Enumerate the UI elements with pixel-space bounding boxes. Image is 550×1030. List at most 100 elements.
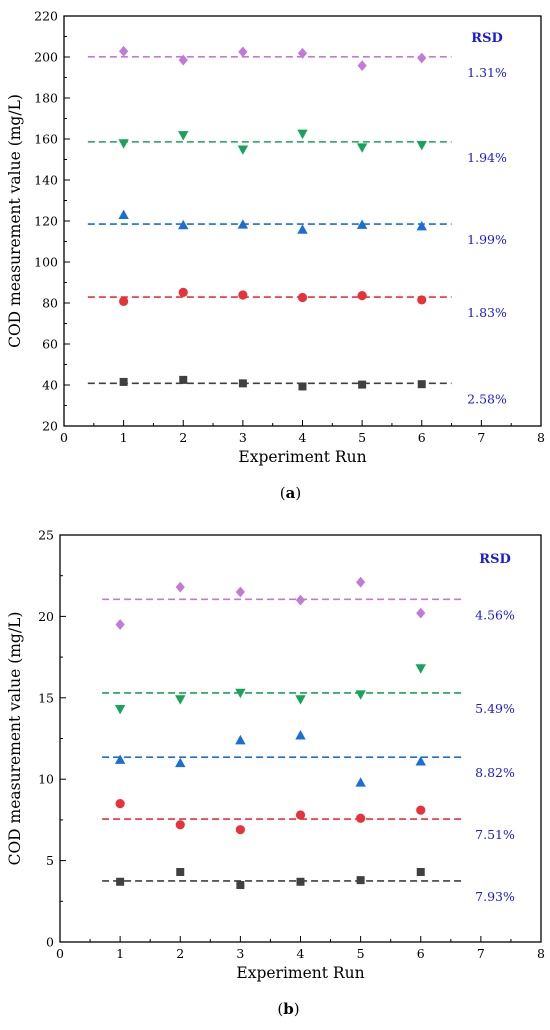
x-tick-label: 1 bbox=[116, 946, 124, 961]
data-point-square bbox=[236, 881, 245, 890]
data-point-square bbox=[179, 375, 188, 384]
series-diamond: 4.56% bbox=[102, 576, 515, 630]
data-point-triangle-down bbox=[178, 131, 189, 141]
data-point-triangle-down bbox=[235, 688, 246, 699]
data-point-square bbox=[176, 867, 185, 876]
x-tick-label: 6 bbox=[418, 430, 426, 445]
data-point-diamond bbox=[178, 54, 188, 66]
data-point-square bbox=[116, 877, 125, 886]
data-point-triangle-up bbox=[415, 756, 426, 766]
data-point-diamond bbox=[238, 46, 248, 58]
y-tick-label: 60 bbox=[42, 337, 58, 352]
x-tick-label: 7 bbox=[477, 946, 485, 961]
data-point-triangle-up bbox=[178, 219, 189, 230]
data-point-diamond bbox=[175, 581, 185, 593]
data-point-diamond bbox=[356, 576, 366, 588]
series-square: 2.58% bbox=[87, 375, 507, 406]
data-point-triangle-down bbox=[416, 140, 427, 151]
rsd-value: 1.99% bbox=[467, 232, 507, 247]
chart-panel-2: 0 1 2 3 4 5 6 7 8 0 5 10 15 20 25 Experiment Run COD mea… bbox=[6, 528, 545, 1019]
y-tick-label: 20 bbox=[42, 419, 58, 434]
x-tick-label: 8 bbox=[537, 946, 545, 961]
y-axis-title: COD measurement value (mg/L) bbox=[6, 612, 24, 866]
y-tick-label: 10 bbox=[38, 772, 54, 787]
series-triangle-up: 1.99% bbox=[87, 209, 507, 247]
y-tick-label: 5 bbox=[46, 853, 54, 868]
data-point-circle bbox=[178, 287, 188, 297]
y-tick-label: 200 bbox=[34, 50, 58, 65]
data-point-diamond bbox=[295, 594, 306, 606]
y-tick-label: 40 bbox=[42, 378, 58, 393]
x-tick-label: 8 bbox=[537, 430, 545, 445]
data-point-circle bbox=[416, 805, 426, 815]
data-point-triangle-up bbox=[118, 209, 129, 220]
y-tick-label: 180 bbox=[34, 91, 58, 106]
data-point-diamond bbox=[297, 47, 308, 59]
data-point-circle bbox=[357, 291, 367, 301]
data-point-triangle-up bbox=[356, 219, 368, 229]
data-point-circle bbox=[297, 292, 308, 303]
y-tick-label: 160 bbox=[34, 132, 58, 147]
data-point-triangle-up bbox=[114, 754, 126, 764]
x-tick-label: 1 bbox=[120, 430, 128, 445]
rsd-value: 1.31% bbox=[467, 65, 507, 80]
series-square: 7.93% bbox=[102, 867, 515, 904]
x-tick-label: 0 bbox=[60, 430, 68, 445]
data-point-triangle-down bbox=[415, 664, 426, 674]
x-axis-title: Experiment Run bbox=[236, 964, 364, 982]
y-tick-label: 0 bbox=[46, 935, 54, 950]
data-point-diamond bbox=[119, 45, 129, 57]
x-axis-title: Experiment Run bbox=[238, 448, 366, 466]
data-point-triangle-up bbox=[416, 220, 427, 231]
x-tick-label: 2 bbox=[179, 430, 187, 445]
data-point-circle bbox=[417, 295, 427, 305]
y-tick-label: 100 bbox=[34, 255, 58, 270]
data-point-square bbox=[417, 380, 426, 389]
series-triangle-down: 5.49% bbox=[102, 664, 515, 716]
x-tick-label: 0 bbox=[56, 946, 64, 961]
series-triangle-down: 1.94% bbox=[87, 129, 507, 165]
data-point-circle bbox=[115, 799, 125, 809]
data-point-square bbox=[358, 380, 367, 389]
series-circle: 7.51% bbox=[102, 799, 515, 842]
data-point-square bbox=[416, 867, 425, 876]
rsd-value: 7.93% bbox=[475, 889, 515, 904]
data-point-triangle-up bbox=[175, 757, 186, 768]
series-triangle-up: 8.82% bbox=[102, 730, 515, 787]
x-tick-label: 6 bbox=[417, 946, 425, 961]
rsd-value: 8.82% bbox=[475, 765, 515, 780]
chart-panel-1: 0 1 2 3 4 5 6 7 8 20 40 60 80 100 120 140 160 180 200 220 Ex… bbox=[6, 9, 545, 503]
data-point-triangle-up bbox=[295, 730, 306, 740]
rsd-value: 1.94% bbox=[467, 150, 507, 165]
data-point-circle bbox=[356, 813, 366, 823]
data-point-triangle-down bbox=[356, 143, 368, 153]
rsd-value: 1.83% bbox=[467, 305, 507, 320]
data-point-circle bbox=[235, 825, 245, 835]
panel-label: (a) bbox=[280, 484, 301, 502]
data-point-diamond bbox=[235, 586, 245, 598]
data-point-square bbox=[119, 377, 128, 386]
data-point-circle bbox=[119, 296, 129, 306]
data-point-triangle-down bbox=[295, 695, 306, 705]
data-point-triangle-down bbox=[355, 690, 366, 700]
data-point-triangle-down bbox=[118, 139, 129, 149]
y-axis-title: COD measurement value (mg/L) bbox=[6, 94, 24, 348]
y-tick-label: 25 bbox=[38, 528, 54, 543]
data-point-triangle-up bbox=[235, 734, 246, 745]
series-diamond: 1.31% bbox=[87, 45, 507, 80]
series-circle: 1.83% bbox=[87, 287, 507, 320]
y-tick-label: 80 bbox=[42, 296, 58, 311]
x-tick-label: 3 bbox=[236, 946, 244, 961]
data-point-diamond bbox=[417, 52, 427, 64]
data-point-triangle-down bbox=[237, 145, 249, 155]
rsd-value: 7.51% bbox=[475, 827, 515, 842]
data-point-circle bbox=[295, 810, 306, 820]
data-point-triangle-down bbox=[175, 695, 186, 705]
data-point-circle bbox=[175, 820, 185, 830]
data-point-square bbox=[296, 877, 305, 886]
data-point-diamond bbox=[416, 607, 426, 619]
rsd-header: RSD bbox=[471, 31, 502, 46]
y-tick-label: 140 bbox=[34, 173, 58, 188]
x-tick-label: 7 bbox=[477, 430, 485, 445]
